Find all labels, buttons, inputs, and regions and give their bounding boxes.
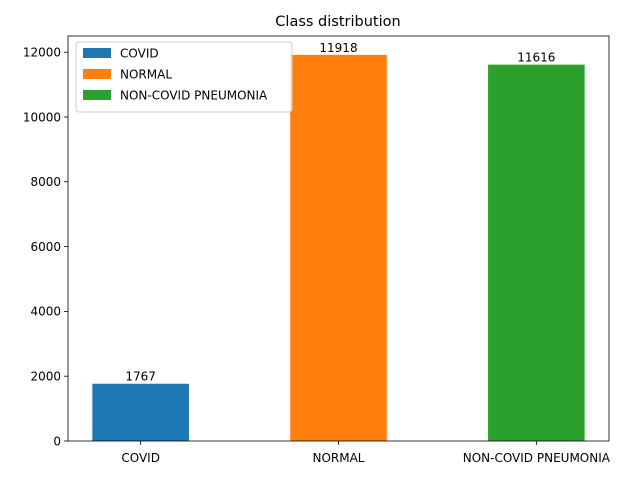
legend-swatch-1 [83, 69, 111, 79]
data-label-2: 11616 [517, 51, 555, 65]
x-tick-label-0: COVID [121, 451, 160, 465]
chart-title: Class distribution [275, 14, 400, 30]
x-tick-label-2: NON-COVID PNEUMONIA [463, 451, 611, 465]
y-tick-label-2: 4000 [30, 305, 61, 319]
bar-1 [290, 54, 387, 441]
y-tick-label-4: 8000 [30, 175, 61, 189]
axes-frame [67, 35, 610, 442]
legend-swatch-0 [83, 48, 111, 58]
x-tick-label-1: NORMAL [312, 451, 364, 465]
bar-0 [92, 383, 189, 441]
y-tick-label-5: 10000 [23, 110, 61, 124]
y-tick-label-3: 6000 [30, 240, 61, 254]
y-tick-label-1: 2000 [30, 370, 61, 384]
y-tick-label-0: 0 [53, 434, 61, 448]
legend-label-1: NORMAL [120, 68, 172, 82]
legend-label-0: COVID [120, 47, 159, 61]
bar-2 [488, 64, 585, 441]
y-tick-label-6: 12000 [23, 46, 61, 60]
legend-label-2: NON-COVID PNEUMONIA [120, 89, 268, 103]
plot-area: 1767 COVID 11918 NORMAL 11616 NON-COVID PNEUM… [23, 35, 611, 465]
data-label-1: 11918 [319, 41, 357, 55]
data-label-0: 1767 [125, 370, 156, 384]
legend-box [75, 41, 293, 113]
legend-swatch-2 [83, 90, 111, 100]
